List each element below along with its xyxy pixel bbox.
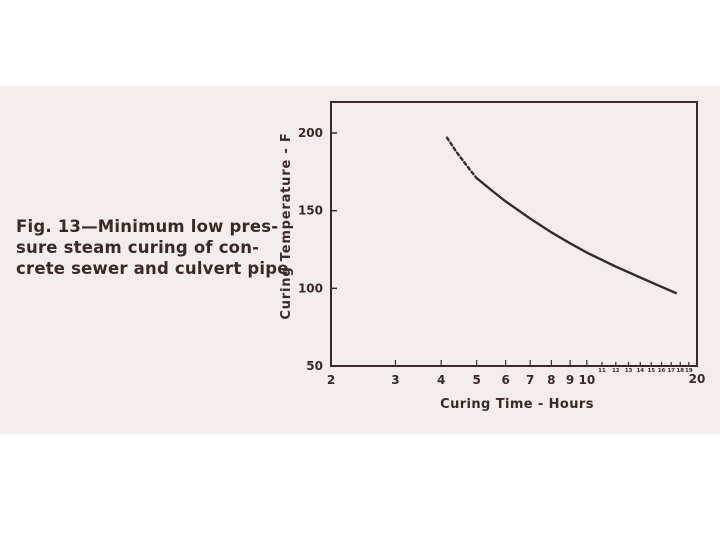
y-axis-ticks: 50 100 150 200: [298, 126, 337, 373]
curve-solid-segment: [475, 176, 677, 295]
y-axis-title: Curing Temperature - F: [279, 132, 294, 319]
x-tick-label: 5: [472, 373, 480, 387]
x-tick-label: 13: [625, 368, 633, 374]
x-tick-label: 3: [391, 373, 399, 387]
curve-dashed-segment: [445, 136, 478, 180]
x-tick-label: 7: [526, 373, 534, 387]
x-tick-label: 19: [685, 368, 693, 374]
plot-frame: [330, 101, 698, 367]
x-axis-title: Curing Time - Hours: [440, 397, 594, 412]
x-tick-label: 20: [689, 372, 706, 386]
y-tick-label: 50: [306, 359, 323, 373]
y-tick-label: 200: [298, 126, 323, 140]
y-tick-label: 100: [298, 281, 323, 295]
x-tick-label: 14: [636, 368, 644, 374]
caption-line-2: sure steam curing of con-: [16, 238, 260, 257]
x-tick-label: 16: [658, 368, 666, 374]
x-tick-label: 12: [612, 368, 620, 374]
series-group: [445, 136, 677, 295]
x-tick-label: 4: [437, 373, 445, 387]
caption-line-1: Fig. 13—Minimum low pres-: [16, 217, 279, 236]
x-tick-label: 10: [578, 373, 595, 387]
x-tick-label: 18: [676, 368, 684, 374]
x-tick-label: 2: [327, 373, 335, 387]
x-tick-label: 8: [547, 373, 555, 387]
x-tick-label: 17: [667, 368, 675, 374]
x-tick-label: 9: [566, 373, 574, 387]
y-tick-label: 150: [298, 204, 323, 218]
x-tick-label: 11: [598, 368, 606, 374]
caption-line-3: crete sewer and culvert pipe: [16, 259, 289, 278]
x-tick-label: 15: [647, 368, 655, 374]
x-tick-label: 6: [501, 373, 509, 387]
figure-caption: Fig. 13—Minimum low pres- sure steam cur…: [16, 216, 289, 279]
